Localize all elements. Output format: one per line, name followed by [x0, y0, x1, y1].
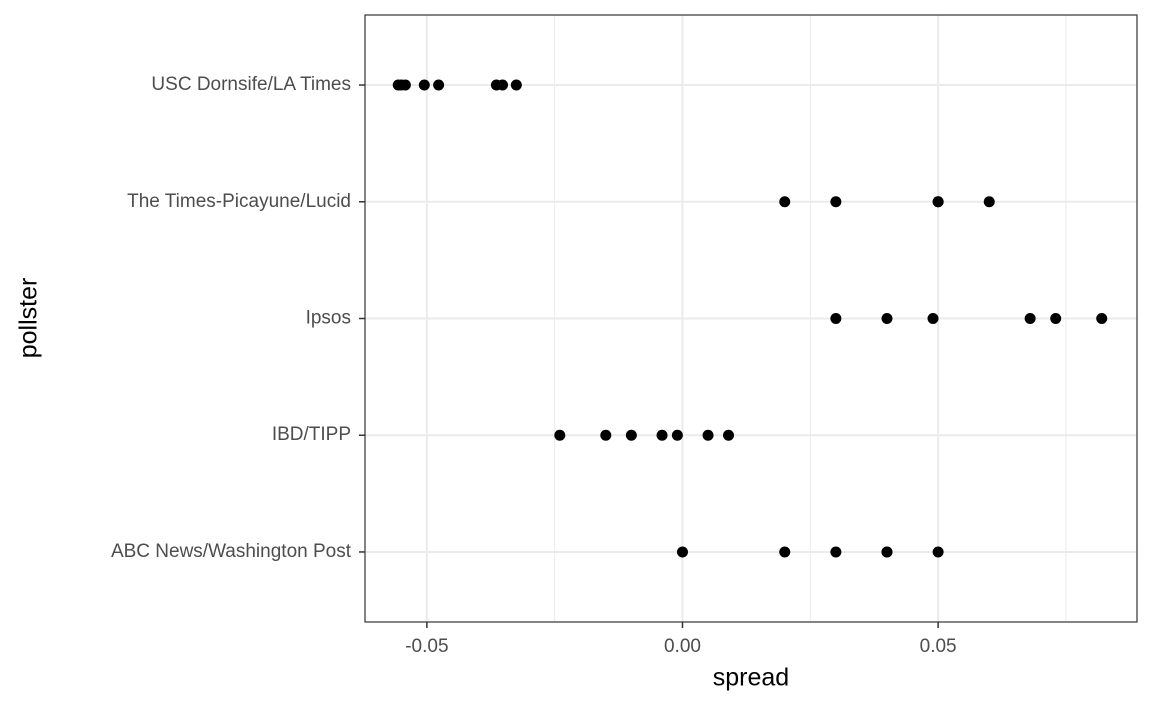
point [418, 79, 430, 91]
point [1050, 313, 1062, 324]
point [881, 546, 893, 558]
point [932, 546, 944, 558]
point [702, 429, 714, 441]
point [779, 196, 791, 208]
plot-border [364, 14, 1138, 623]
y-tick-label: The Times-Picayune/Lucid [127, 191, 351, 212]
y-tick-label: Ipsos [306, 308, 351, 329]
y-tick-label: IBD/TIPP [272, 424, 351, 445]
y-axis-title: pollster [15, 278, 43, 359]
x-tick-label: 0.05 [920, 636, 957, 657]
x-tick-label: 0.00 [664, 636, 701, 657]
y-tick-label: ABC News/Washington Post [111, 541, 352, 562]
point [600, 429, 612, 441]
point [927, 313, 939, 324]
point [932, 196, 944, 208]
point [723, 429, 735, 441]
point [510, 79, 522, 91]
y-tick-label: USC Dornsife/LA Times [151, 74, 351, 95]
point [399, 79, 411, 91]
point [625, 429, 637, 441]
point [779, 546, 791, 558]
point [1096, 313, 1108, 324]
point [676, 546, 688, 558]
point [433, 79, 445, 91]
point [983, 196, 995, 208]
x-axis-title: spread [713, 664, 789, 692]
point [671, 429, 683, 441]
point [830, 196, 842, 208]
point [830, 313, 842, 324]
point [656, 429, 668, 441]
point [830, 546, 842, 558]
point [1024, 313, 1036, 324]
point [497, 79, 509, 91]
point [881, 313, 893, 324]
point [554, 429, 566, 441]
x-tick-label: -0.05 [405, 636, 448, 657]
